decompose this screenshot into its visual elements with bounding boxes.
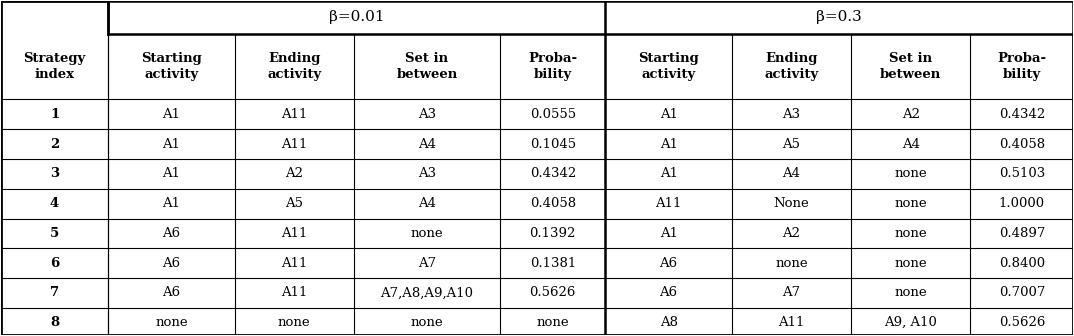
Text: none: none <box>537 316 569 329</box>
Text: 0.8400: 0.8400 <box>999 257 1045 270</box>
Bar <box>108 1 1073 34</box>
Text: 2: 2 <box>49 137 59 151</box>
Text: A1: A1 <box>659 108 678 121</box>
Text: Ending
activity: Ending activity <box>267 52 321 81</box>
Text: A4: A4 <box>782 167 800 180</box>
Text: 6: 6 <box>49 257 59 270</box>
Text: none: none <box>410 316 444 329</box>
Text: 0.5103: 0.5103 <box>999 167 1045 180</box>
Text: A4: A4 <box>418 197 436 210</box>
Text: 5: 5 <box>49 227 59 240</box>
Text: A4: A4 <box>418 137 436 151</box>
Text: 0.5626: 0.5626 <box>529 287 576 299</box>
Text: A11: A11 <box>779 316 804 329</box>
Text: A5: A5 <box>782 137 800 151</box>
Text: A3: A3 <box>418 108 436 121</box>
Text: 0.5626: 0.5626 <box>999 316 1045 329</box>
Text: A9, A10: A9, A10 <box>884 316 938 329</box>
Text: A7: A7 <box>782 287 800 299</box>
Text: A4: A4 <box>902 137 919 151</box>
Text: A7: A7 <box>418 257 436 270</box>
Text: A1: A1 <box>659 167 678 180</box>
Text: β=0.3: β=0.3 <box>816 10 862 25</box>
Text: β=0.01: β=0.01 <box>329 10 384 25</box>
Text: 1.0000: 1.0000 <box>999 197 1045 210</box>
Text: 0.4897: 0.4897 <box>999 227 1045 240</box>
Text: none: none <box>895 197 927 210</box>
Text: Ending
activity: Ending activity <box>765 52 818 81</box>
Text: A2: A2 <box>286 167 303 180</box>
Text: A6: A6 <box>162 257 180 270</box>
Text: A11: A11 <box>281 137 307 151</box>
Text: Set in
between: Set in between <box>880 52 941 81</box>
Text: A8: A8 <box>659 316 678 329</box>
Text: Starting
activity: Starting activity <box>638 52 699 81</box>
Text: A1: A1 <box>162 167 180 180</box>
Text: 3: 3 <box>49 167 59 180</box>
Text: none: none <box>410 227 444 240</box>
Text: A1: A1 <box>659 137 678 151</box>
Text: A3: A3 <box>418 167 436 180</box>
Text: 0.1381: 0.1381 <box>529 257 576 270</box>
Text: A1: A1 <box>659 227 678 240</box>
Text: A2: A2 <box>782 227 800 240</box>
Text: A1: A1 <box>162 137 180 151</box>
Text: 0.4058: 0.4058 <box>529 197 576 210</box>
Text: A11: A11 <box>281 257 307 270</box>
Text: none: none <box>895 287 927 299</box>
Text: 0.0555: 0.0555 <box>529 108 576 121</box>
Text: Starting
activity: Starting activity <box>141 52 202 81</box>
Text: A6: A6 <box>659 287 678 299</box>
Text: 4: 4 <box>49 197 59 210</box>
Text: A3: A3 <box>782 108 800 121</box>
Text: A6: A6 <box>162 227 180 240</box>
Text: A11: A11 <box>281 108 307 121</box>
Text: A11: A11 <box>281 227 307 240</box>
Text: 0.1392: 0.1392 <box>529 227 576 240</box>
Text: none: none <box>895 257 927 270</box>
Text: 0.4058: 0.4058 <box>999 137 1045 151</box>
Text: A1: A1 <box>162 197 180 210</box>
Text: 0.7007: 0.7007 <box>999 287 1045 299</box>
Text: 0.1045: 0.1045 <box>529 137 576 151</box>
Text: none: none <box>278 316 310 329</box>
Text: A5: A5 <box>286 197 303 210</box>
Text: none: none <box>775 257 808 270</box>
Text: 7: 7 <box>49 287 59 299</box>
Text: A11: A11 <box>281 287 307 299</box>
Text: A2: A2 <box>902 108 919 121</box>
Text: 0.4342: 0.4342 <box>529 167 576 180</box>
Text: None: None <box>773 197 810 210</box>
Text: none: none <box>895 167 927 180</box>
Text: Proba-
bility: Proba- bility <box>528 52 578 81</box>
Text: A7,A8,A9,A10: A7,A8,A9,A10 <box>380 287 474 299</box>
Text: Set in
between: Set in between <box>396 52 458 81</box>
Text: Strategy
index: Strategy index <box>24 52 86 81</box>
Text: Proba-
bility: Proba- bility <box>998 52 1046 81</box>
Text: 0.4342: 0.4342 <box>999 108 1045 121</box>
Text: A6: A6 <box>162 287 180 299</box>
Text: none: none <box>895 227 927 240</box>
Text: A1: A1 <box>162 108 180 121</box>
Text: 8: 8 <box>49 316 59 329</box>
Text: none: none <box>155 316 188 329</box>
Text: A11: A11 <box>655 197 682 210</box>
Text: A6: A6 <box>659 257 678 270</box>
Text: 1: 1 <box>49 108 59 121</box>
